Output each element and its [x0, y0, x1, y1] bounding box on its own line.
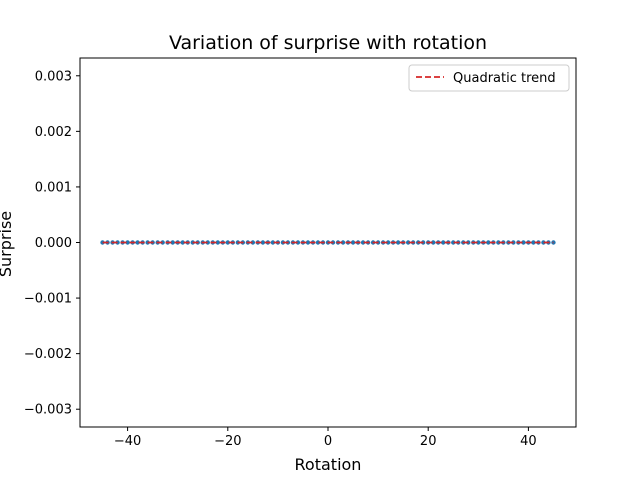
scatter-point: [451, 240, 456, 245]
scatter-point: [531, 240, 536, 245]
scatter-point: [340, 240, 346, 245]
y-tick-label: −0.001: [24, 292, 72, 307]
y-tick-label: 0.000: [35, 236, 72, 251]
legend: Quadratic trend: [408, 64, 570, 92]
scatter-point: [385, 240, 391, 245]
scatter-point: [496, 240, 501, 245]
scatter-point: [476, 240, 481, 245]
scatter-point: [205, 240, 210, 245]
scatter-point: [225, 240, 230, 245]
scatter-point: [295, 240, 301, 245]
scatter-point: [250, 240, 256, 245]
scatter-point: [180, 240, 185, 245]
scatter-point: [431, 240, 436, 245]
scatter-point: [270, 240, 276, 245]
y-tick-label: 0.003: [35, 69, 72, 84]
y-tick-label: 0.002: [35, 125, 72, 140]
scatter-point: [160, 240, 165, 245]
y-axis-title: Surprise: [0, 211, 15, 277]
scatter-point: [360, 240, 366, 245]
x-tick-label: −40: [114, 434, 141, 449]
scatter-point: [215, 240, 220, 245]
scatter-point: [115, 240, 120, 245]
scatter-point: [405, 240, 411, 245]
scatter-point: [521, 240, 526, 245]
legend-box: [408, 64, 570, 92]
x-tick-label: −20: [214, 434, 241, 449]
scatter-point: [260, 240, 266, 245]
x-axis-title: Rotation: [295, 455, 362, 474]
scatter-point: [395, 240, 401, 245]
y-tick-label: 0.001: [35, 180, 72, 195]
chart-title: Variation of surprise with rotation: [169, 32, 487, 54]
x-tick-label: 40: [520, 434, 537, 449]
axis-ticks: −40 −20 0 20 40 −0.003 −0.002 −0.001 0.000 0.001 0…: [24, 69, 537, 449]
scatter-point: [170, 240, 175, 245]
scatter-point: [350, 240, 356, 245]
x-tick-label: 0: [324, 434, 332, 449]
y-tick-label: −0.002: [24, 347, 72, 362]
scatter-point: [486, 240, 491, 245]
scatter-point: [441, 240, 446, 245]
x-tick-label: 20: [420, 434, 437, 449]
scatter-point: [125, 240, 130, 245]
scatter-point: [135, 240, 140, 245]
scatter-point: [305, 240, 311, 245]
y-tick-label: −0.003: [24, 403, 72, 418]
legend-label-quadratic-trend: Quadratic trend: [453, 71, 556, 86]
scatter-point: [541, 240, 546, 245]
plot-area: [100, 240, 556, 245]
scatter-point: [315, 240, 321, 245]
